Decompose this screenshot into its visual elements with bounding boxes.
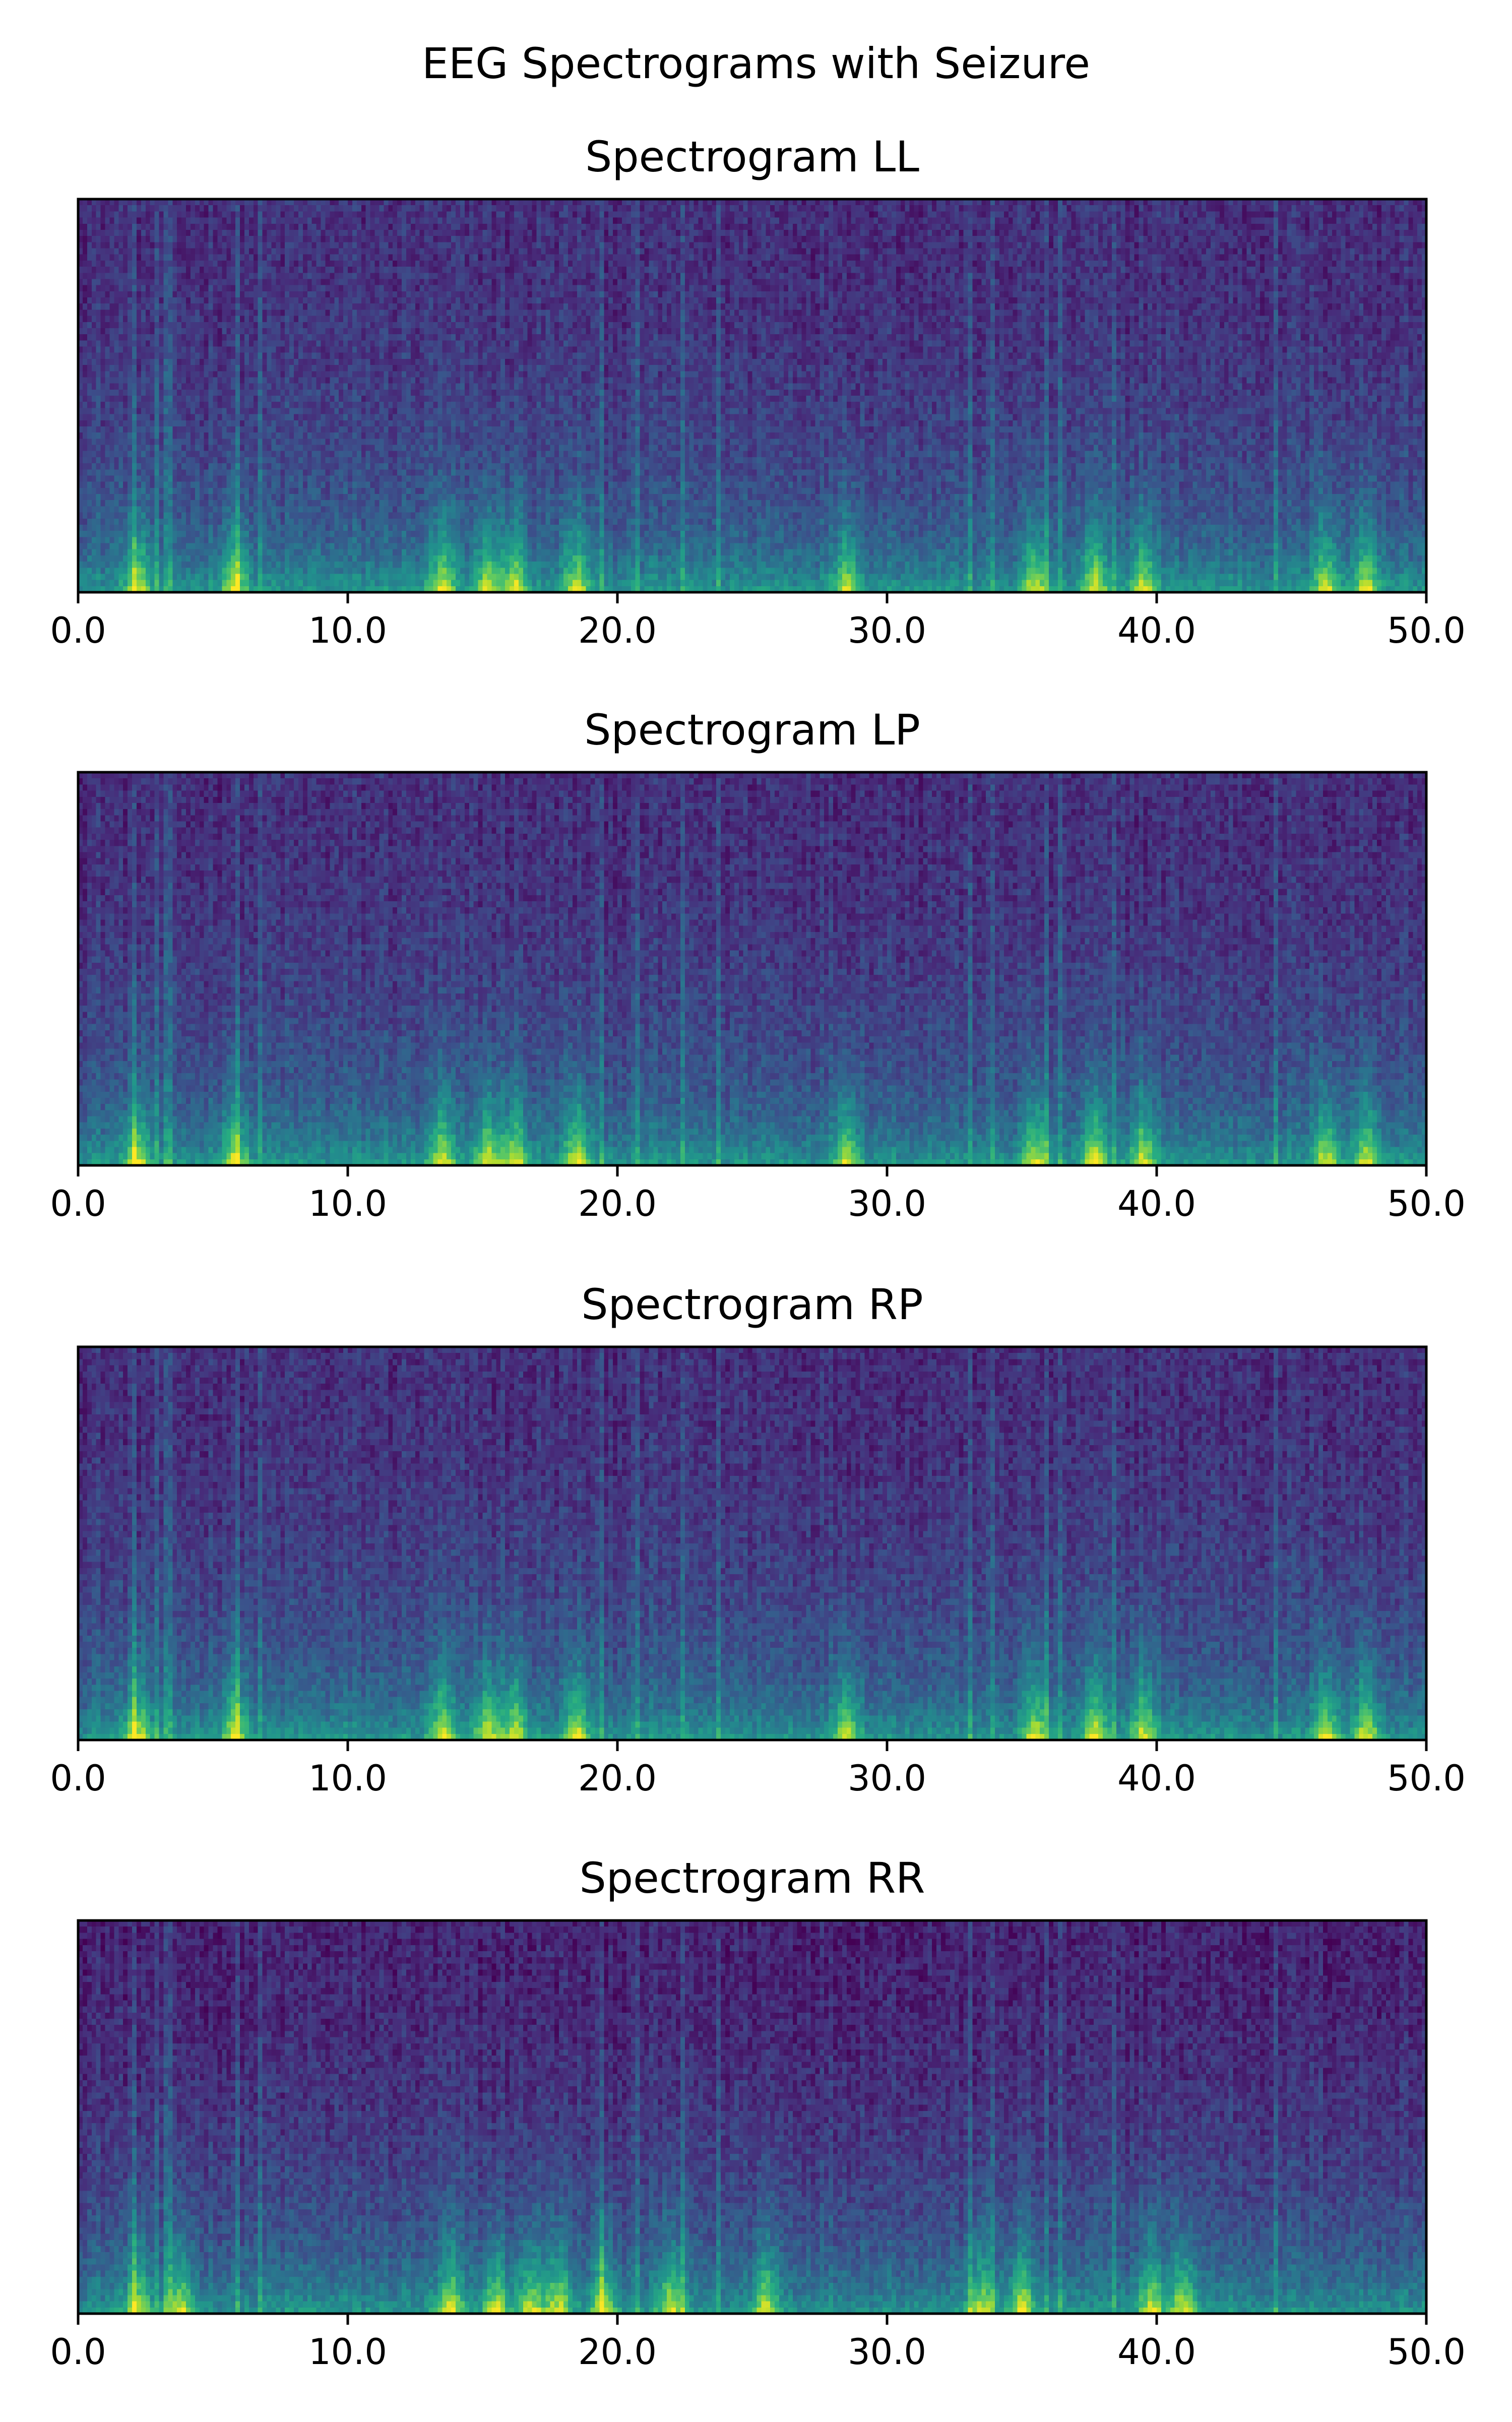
x-tick-label: 40.0 [1117,1183,1196,1224]
x-tick-label: 0.0 [50,610,106,651]
spectrogram-heatmap [78,1347,1426,1740]
x-tick-label: 50.0 [1387,1758,1466,1799]
x-tick-label: 0.0 [50,2331,106,2373]
spectrogram-heatmap [78,1920,1426,2314]
x-tick-label: 30.0 [848,610,926,651]
x-tick-label: 0.0 [50,1183,106,1224]
spectrogram-panel: Spectrogram RP 0.0 10.0 20.0 30.0 40.0 50.0 [50,1280,1466,1799]
spectrogram-panels: Spectrogram LL0.0 10.0 20.0 30.0 40.0 50.0Spe… [50,132,1466,2373]
x-tick-label: 50.0 [1387,2331,1466,2373]
x-tick-label: 20.0 [578,1183,657,1224]
spectrogram-heatmap [78,772,1426,1165]
x-tick-label: 30.0 [848,1758,926,1799]
x-tick-label: 50.0 [1387,610,1466,651]
panel-title: Spectrogram LL [585,132,919,181]
spectrogram-heatmap [78,199,1426,592]
x-tick-label: 30.0 [848,1183,926,1224]
x-tick-label: 40.0 [1117,1758,1196,1799]
x-tick-label: 10.0 [308,1183,387,1224]
figure-title: EEG Spectrograms with Seizure [422,39,1090,88]
panel-title: Spectrogram RR [579,1853,925,1903]
x-tick-label: 10.0 [308,2331,387,2373]
x-tick-label: 20.0 [578,610,657,651]
x-tick-label: 10.0 [308,610,387,651]
x-tick-label: 50.0 [1387,1183,1466,1224]
panel-title: Spectrogram LP [584,705,920,755]
x-tick-label: 0.0 [50,1758,106,1799]
x-tick-label: 20.0 [578,2331,657,2373]
spectrogram-panel: Spectrogram RR 0.0 10.0 20.0 30.0 40.0 50.0 [50,1853,1466,2373]
x-tick-label: 40.0 [1117,610,1196,651]
panel-title: Spectrogram RP [581,1280,923,1329]
spectrogram-panel: Spectrogram LP 0.0 10.0 20.0 30.0 40.0 50.0 [50,705,1466,1224]
x-tick-label: 20.0 [578,1758,657,1799]
x-tick-label: 40.0 [1117,2331,1196,2373]
x-tick-label: 10.0 [308,1758,387,1799]
spectrogram-panel: Spectrogram LL 0.0 10.0 20.0 30.0 40.0 50.0 [50,132,1466,651]
x-tick-label: 30.0 [848,2331,926,2373]
